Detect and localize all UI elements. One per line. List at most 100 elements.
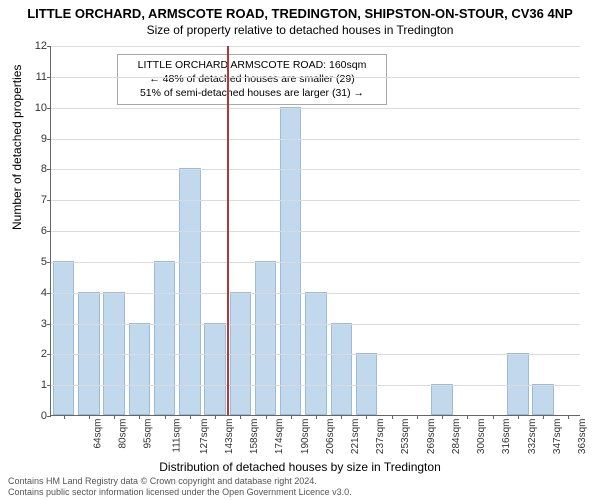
x-tick-mark (493, 415, 494, 419)
y-tick-mark (47, 293, 51, 294)
gridline (51, 169, 580, 170)
y-tick-label: 1 (25, 379, 47, 391)
gridline (51, 293, 580, 294)
x-tick-label: 237sqm (375, 419, 386, 455)
x-tick-mark (215, 415, 216, 419)
x-tick-mark (139, 415, 140, 419)
y-tick-label: 3 (25, 318, 47, 330)
x-tick-label: 221sqm (350, 419, 361, 455)
y-axis-label: Number of detached properties (10, 65, 24, 230)
x-tick-mark (467, 415, 468, 419)
bar (154, 261, 175, 415)
x-tick-label: 363sqm (577, 419, 588, 455)
x-tick-label: 284sqm (451, 419, 462, 455)
bar (78, 292, 99, 415)
footnote-line-1: Contains HM Land Registry data © Crown c… (8, 476, 352, 487)
x-tick-mark (392, 415, 393, 419)
y-tick-label: 8 (25, 163, 47, 175)
bar (204, 323, 225, 416)
gridline (51, 354, 580, 355)
x-tick-mark (316, 415, 317, 419)
x-tick-label: 190sqm (300, 419, 311, 455)
y-tick-label: 10 (25, 102, 47, 114)
bar (53, 261, 74, 415)
bar (103, 292, 124, 415)
footnote-line-2: Contains public sector information licen… (8, 487, 352, 498)
x-tick-mark (568, 415, 569, 419)
y-tick-label: 6 (25, 225, 47, 237)
annotation-line-3: 51% of semi-detached houses are larger (… (124, 86, 380, 100)
x-tick-label: 316sqm (502, 419, 513, 455)
bar (129, 323, 150, 416)
x-tick-label: 143sqm (224, 419, 235, 455)
x-tick-label: 111sqm (172, 419, 183, 453)
y-tick-label: 7 (25, 194, 47, 206)
x-tick-mark (190, 415, 191, 419)
x-tick-label: 347sqm (552, 419, 563, 455)
x-tick-mark (442, 415, 443, 419)
y-tick-mark (47, 416, 51, 417)
x-tick-mark (417, 415, 418, 419)
y-tick-mark (47, 231, 51, 232)
x-tick-mark (240, 415, 241, 419)
x-tick-label: 127sqm (199, 419, 210, 455)
y-tick-mark (47, 77, 51, 78)
bar (255, 261, 276, 415)
chart-area: LITTLE ORCHARD ARMSCOTE ROAD: 160sqm ← 4… (50, 46, 580, 416)
x-tick-label: 174sqm (274, 419, 285, 455)
gridline (51, 77, 580, 78)
gridline (51, 200, 580, 201)
x-tick-mark (266, 415, 267, 419)
x-tick-mark (89, 415, 90, 419)
gridline (51, 46, 580, 47)
chart-title: LITTLE ORCHARD, ARMSCOTE ROAD, TREDINGTO… (0, 0, 600, 21)
x-tick-label: 269sqm (426, 419, 437, 455)
y-tick-label: 4 (25, 287, 47, 299)
x-tick-label: 64sqm (92, 419, 103, 449)
x-tick-label: 253sqm (401, 419, 412, 455)
x-axis-label: Distribution of detached houses by size … (0, 460, 600, 474)
bar (230, 292, 251, 415)
gridline (51, 139, 580, 140)
y-tick-label: 9 (25, 133, 47, 145)
y-tick-mark (47, 200, 51, 201)
x-tick-mark (341, 415, 342, 419)
gridline (51, 262, 580, 263)
y-tick-mark (47, 385, 51, 386)
x-tick-mark (518, 415, 519, 419)
bar (280, 107, 301, 415)
x-tick-mark (291, 415, 292, 419)
plot-region: LITTLE ORCHARD ARMSCOTE ROAD: 160sqm ← 4… (50, 46, 580, 416)
bar (532, 384, 553, 415)
x-tick-label: 95sqm (143, 419, 154, 449)
y-tick-label: 12 (25, 40, 47, 52)
footnote: Contains HM Land Registry data © Crown c… (8, 476, 352, 498)
gridline (51, 385, 580, 386)
annotation-box: LITTLE ORCHARD ARMSCOTE ROAD: 160sqm ← 4… (117, 54, 387, 105)
x-tick-label: 80sqm (117, 419, 128, 449)
gridline (51, 324, 580, 325)
y-tick-label: 0 (25, 410, 47, 422)
annotation-line-1: LITTLE ORCHARD ARMSCOTE ROAD: 160sqm (124, 58, 380, 72)
x-tick-mark (366, 415, 367, 419)
chart-subtitle: Size of property relative to detached ho… (0, 21, 600, 37)
y-tick-label: 5 (25, 256, 47, 268)
x-tick-label: 158sqm (249, 419, 260, 455)
y-tick-mark (47, 354, 51, 355)
y-tick-mark (47, 169, 51, 170)
x-tick-mark (114, 415, 115, 419)
x-tick-mark (64, 415, 65, 419)
x-tick-label: 332sqm (527, 419, 538, 455)
x-tick-mark (543, 415, 544, 419)
gridline (51, 108, 580, 109)
y-tick-mark (47, 108, 51, 109)
x-tick-label: 300sqm (476, 419, 487, 455)
bar (431, 384, 452, 415)
y-tick-mark (47, 324, 51, 325)
y-tick-label: 11 (25, 71, 47, 83)
x-tick-label: 206sqm (325, 419, 336, 455)
bar (305, 292, 326, 415)
y-tick-label: 2 (25, 348, 47, 360)
x-tick-mark (165, 415, 166, 419)
y-tick-mark (47, 139, 51, 140)
